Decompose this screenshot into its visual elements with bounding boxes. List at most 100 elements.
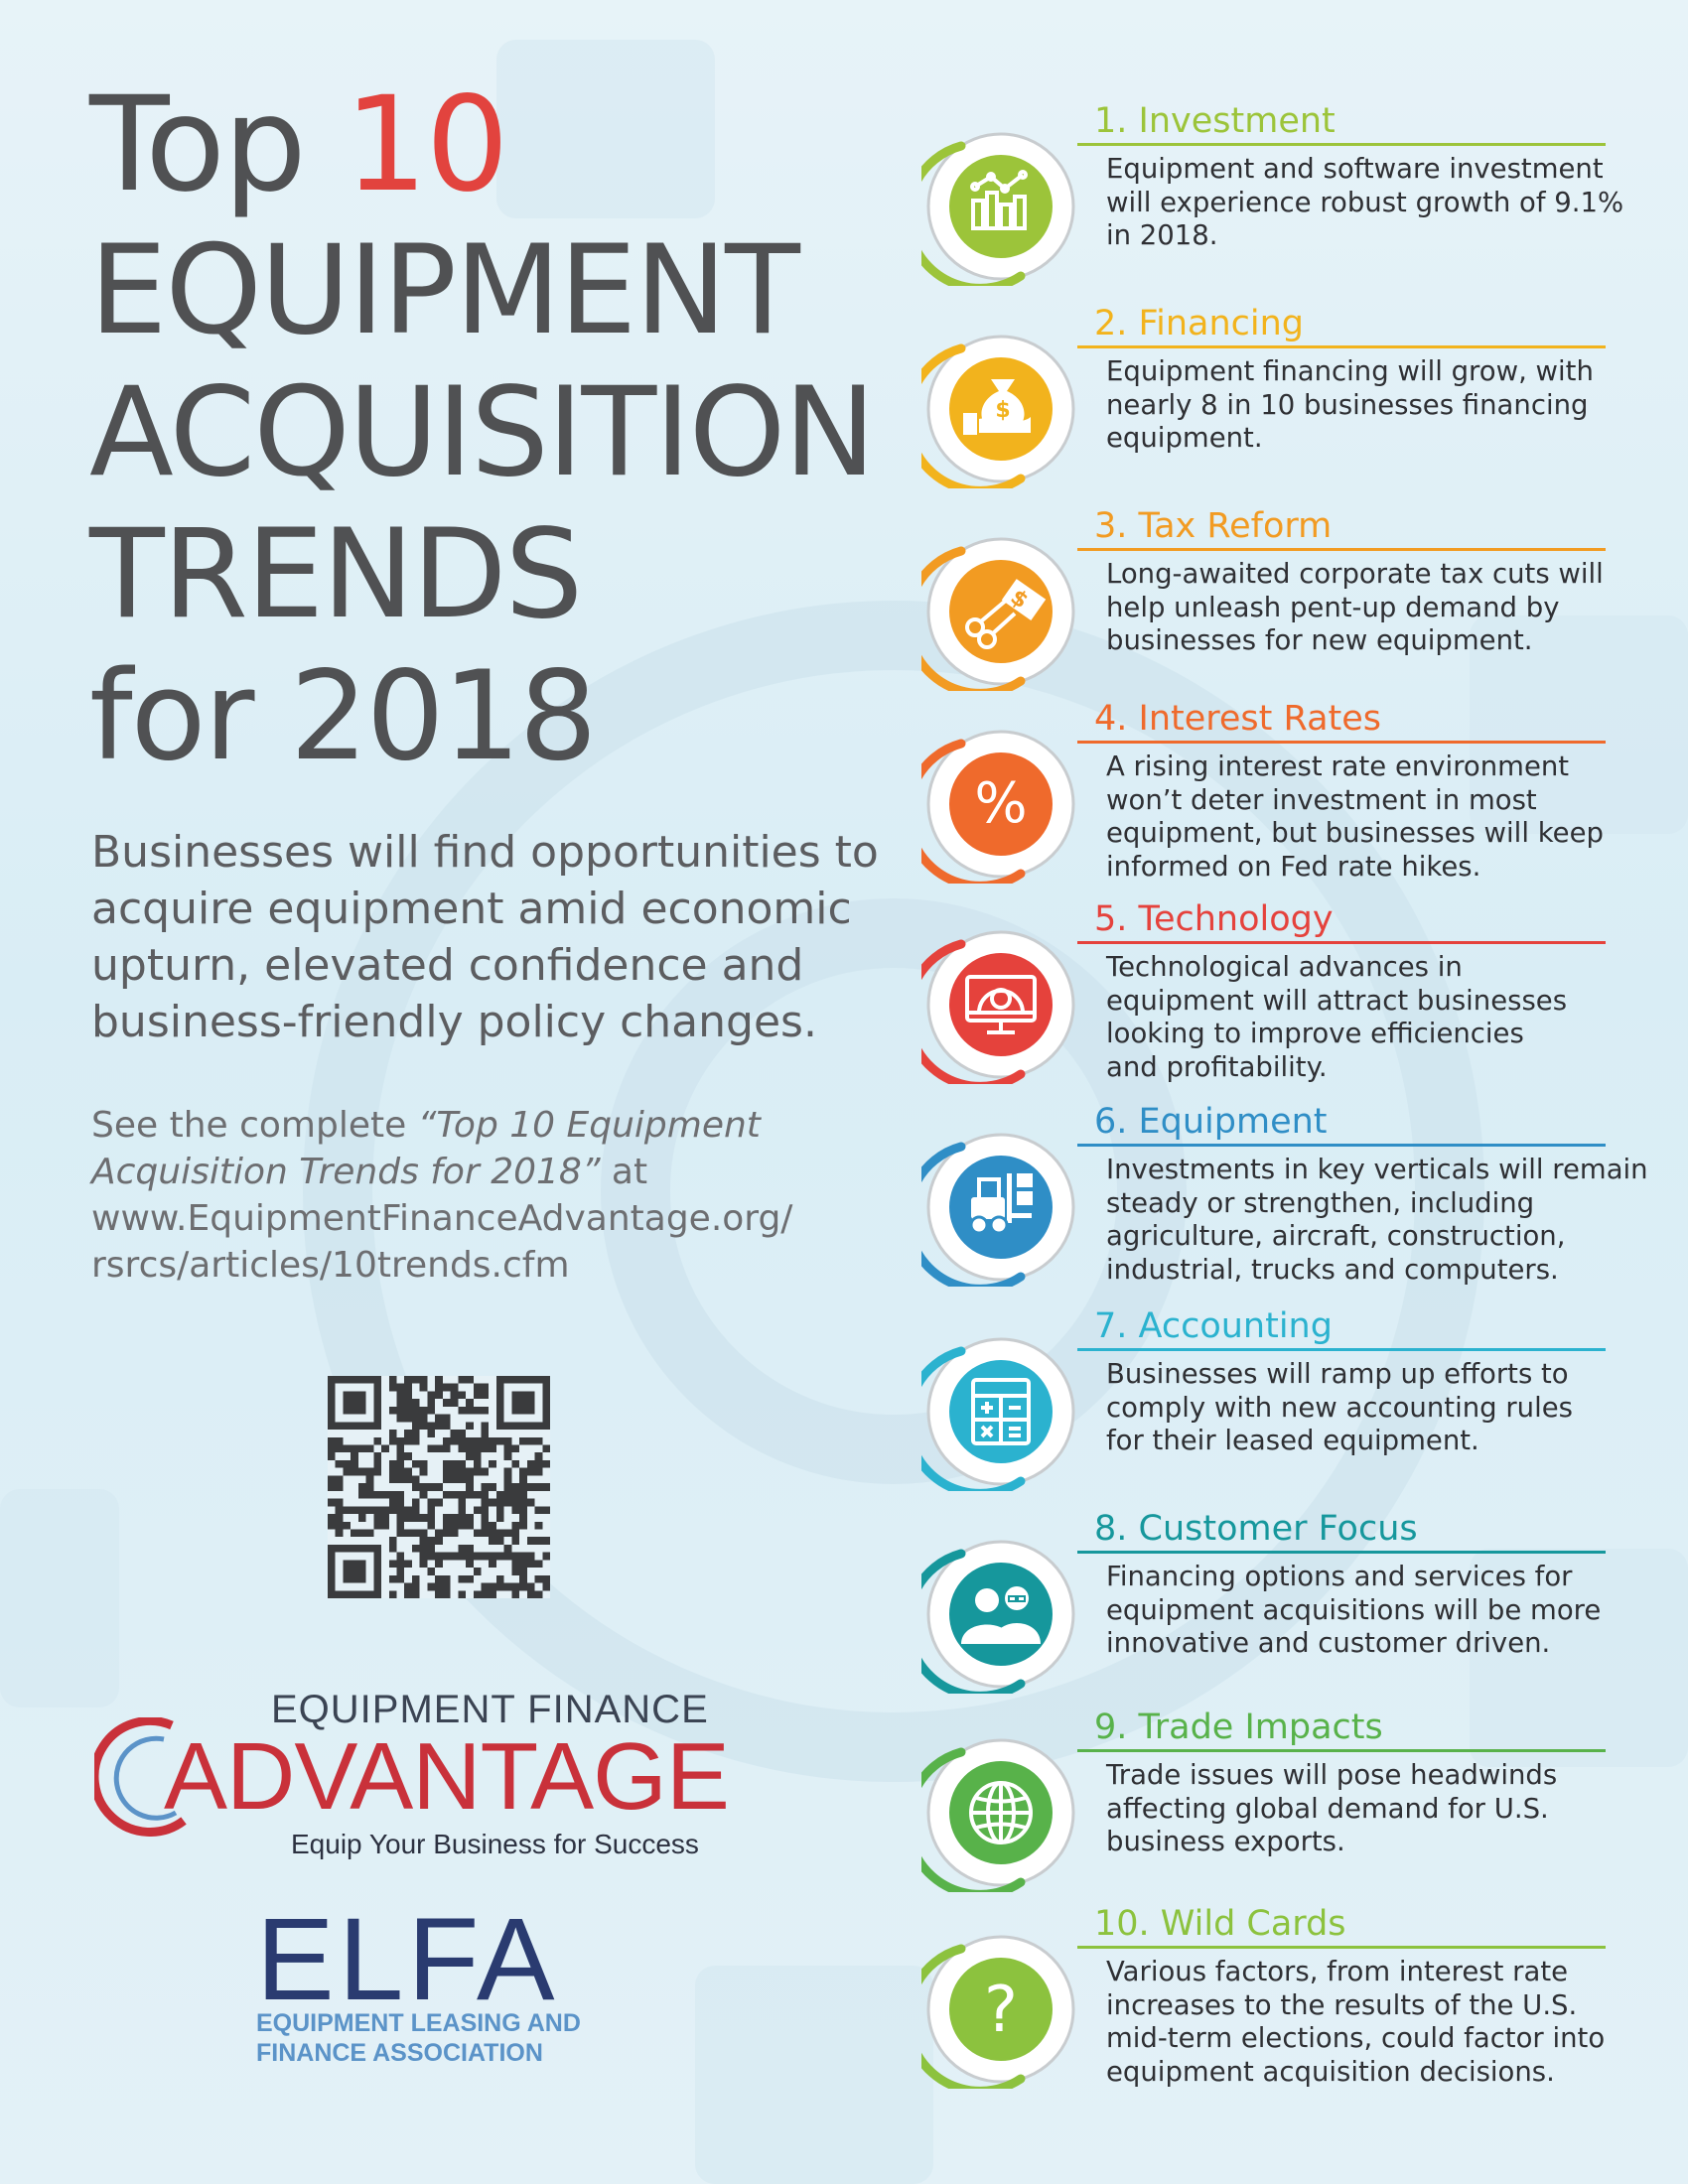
trend-description-line: industrial, trucks and computers. xyxy=(1106,1253,1559,1286)
reference-text: See the complete “Top 10 Equipment Acqui… xyxy=(91,1102,886,1289)
trend-description-line: will experience robust growth of 9.1% xyxy=(1106,186,1624,218)
trend-9-rule xyxy=(1077,1749,1606,1752)
title-number: 10 xyxy=(344,68,509,221)
trend-7-badge xyxy=(921,1337,1075,1491)
trend-2-title: 2. Financing xyxy=(1094,304,1305,343)
trend-4-rule xyxy=(1077,741,1606,744)
trend-item-8: 8. Customer Focus Financing options and s… xyxy=(0,1509,1688,1733)
svg-text:$: $ xyxy=(995,398,1010,423)
trend-description-line: equipment acquisitions will be more xyxy=(1106,1593,1602,1626)
intro-line: Businesses will find opportunities to xyxy=(91,827,879,878)
trend-description-line: Long-awaited corporate tax cuts will xyxy=(1106,558,1604,590)
globe-icon xyxy=(969,1781,1033,1844)
trend-description-line: Technological advances in xyxy=(1106,951,1463,983)
trend-description-line: equipment will attract businesses xyxy=(1106,984,1568,1017)
trend-2-description: Equipment financing will grow, with nearl… xyxy=(1106,355,1632,456)
trend-description-line: Investments in key verticals will remain xyxy=(1106,1154,1648,1185)
trend-description-line: equipment, but businesses will keep xyxy=(1106,817,1604,849)
trend-item-5: 5. Technology Technological advances in eq… xyxy=(0,899,1688,1124)
report-url-line2[interactable]: rsrcs/articles/10trends.cfm xyxy=(91,1245,570,1286)
trend-description-line: increases to the results of the U.S. xyxy=(1106,1988,1578,2021)
trend-description-line: looking to improve efficiencies xyxy=(1106,1018,1524,1049)
trend-description-line: businesses for new equipment. xyxy=(1106,624,1533,656)
percent-icon: % xyxy=(974,771,1027,836)
report-title-part2: Acquisition Trends for 2018” xyxy=(91,1152,601,1192)
title-line: ACQUISITION xyxy=(89,361,876,504)
trend-10-rule xyxy=(1077,1946,1606,1949)
people-icon xyxy=(961,1586,1041,1644)
intro-line: business-friendly policy changes. xyxy=(91,997,817,1047)
trend-8-description: Financing options and services for equipm… xyxy=(1106,1561,1632,1661)
trend-item-9: 9. Trade Impacts Trade issues will pose h… xyxy=(0,1707,1688,1932)
trend-3-rule xyxy=(1077,548,1606,551)
trend-1-badge xyxy=(921,132,1075,286)
question-mark-icon: ? xyxy=(984,1974,1018,2047)
trend-7-title: 7. Accounting xyxy=(1094,1306,1333,1346)
see-at: at xyxy=(600,1152,648,1192)
trend-description-line: in 2018. xyxy=(1106,219,1218,251)
calculator-icon xyxy=(971,1378,1031,1445)
trend-1-description: Equipment and software investment will ex… xyxy=(1106,153,1632,253)
title-line: for 2018 xyxy=(89,645,598,788)
qr-code[interactable] xyxy=(328,1376,550,1598)
trend-description-line: steady or strengthen, including xyxy=(1106,1186,1535,1219)
efa-logo-top-text: EQUIPMENT FINANCE xyxy=(271,1688,709,1731)
trend-item-6: 6. Equipment Investments in key verticals… xyxy=(0,1102,1688,1326)
title-line: EQUIPMENT xyxy=(89,219,800,362)
trend-3-description: Long-awaited corporate tax cuts will help… xyxy=(1106,558,1632,658)
see-prefix: See the complete xyxy=(91,1105,418,1146)
money-bag-icon: $ xyxy=(963,379,1031,435)
trend-10-description: Various factors, from interest rate incre… xyxy=(1106,1956,1632,2089)
bar-chart-icon xyxy=(970,170,1028,230)
trend-description-line: agriculture, aircraft, construction, xyxy=(1106,1220,1566,1252)
report-title-part1: “Top 10 Equipment xyxy=(417,1105,761,1146)
trend-5-description: Technological advances in equipment will … xyxy=(1106,951,1632,1084)
scissors-cut-dollar-icon: $ xyxy=(965,579,1047,649)
monitor-gear-icon xyxy=(965,975,1037,1034)
trend-8-badge xyxy=(921,1540,1075,1694)
trend-item-10: ? 10. Wild Cards Various factors, from int… xyxy=(0,1904,1688,2128)
trend-description-line: Various factors, from interest rate xyxy=(1106,1956,1569,1987)
forklift-icon xyxy=(969,1173,1033,1235)
trend-5-title: 5. Technology xyxy=(1094,899,1334,939)
trend-4-title: 4. Interest Rates xyxy=(1094,699,1382,739)
elfa-subtitle: EQUIPMENT LEASING AND FINANCE ASSOCIATIO… xyxy=(256,2008,581,2068)
elfa-wordmark: ELFA xyxy=(256,1894,559,2025)
trend-description-line: innovative and customer driven. xyxy=(1106,1627,1551,1659)
trend-3-title: 3. Tax Reform xyxy=(1094,506,1333,546)
page-title: Top 10 EQUIPMENT ACQUISITION TRENDS for … xyxy=(89,79,876,788)
trend-description-line: A rising interest rate environment xyxy=(1106,751,1570,782)
trend-description-line: for their leased equipment. xyxy=(1106,1425,1479,1456)
trend-description-line: nearly 8 in 10 businesses financing xyxy=(1106,388,1589,421)
trend-description-line: Equipment and software investment xyxy=(1106,153,1604,185)
trend-item-4: % 4. Interest Rates A rising interest rate… xyxy=(0,699,1688,923)
trend-10-title: 10. Wild Cards xyxy=(1094,1904,1346,1944)
trend-description-line: equipment. xyxy=(1106,422,1263,454)
trend-description-line: comply with new accounting rules xyxy=(1106,1391,1573,1424)
trend-9-title: 9. Trade Impacts xyxy=(1094,1707,1383,1747)
efa-logo-tagline: Equip Your Business for Success xyxy=(291,1829,699,1859)
intro-line: upturn, elevated confidence and xyxy=(91,940,804,991)
trend-6-description: Investments in key verticals will remain… xyxy=(1106,1154,1648,1287)
report-url-line1[interactable]: www.EquipmentFinanceAdvantage.org/ xyxy=(91,1198,793,1239)
trend-2-rule xyxy=(1077,345,1606,348)
trend-description-line: equipment acquisition decisions. xyxy=(1106,2055,1555,2088)
trend-5-badge xyxy=(921,930,1075,1084)
trend-7-rule xyxy=(1077,1348,1606,1351)
title-line: TRENDS xyxy=(89,503,583,646)
trend-6-rule xyxy=(1077,1144,1606,1147)
trend-5-rule xyxy=(1077,941,1606,944)
trend-description-line: Financing options and services for xyxy=(1106,1561,1573,1592)
efa-logo: EQUIPMENT FINANCE ADVANTAGE Equip Your B… xyxy=(94,1688,750,1876)
trend-2-badge: $ xyxy=(921,335,1075,488)
trend-8-rule xyxy=(1077,1551,1606,1554)
trend-8-title: 8. Customer Focus xyxy=(1094,1509,1418,1549)
trend-1-rule xyxy=(1077,143,1606,146)
trend-4-badge: % xyxy=(921,730,1075,884)
trend-10-badge: ? xyxy=(921,1935,1075,2089)
trend-1-title: 1. Investment xyxy=(1094,101,1336,141)
trend-item-3: $3. Tax Reform Long-awaited corporate tax… xyxy=(0,506,1688,731)
trend-description-line: help unleash pent-up demand by xyxy=(1106,591,1560,623)
title-line-top: Top 10 xyxy=(89,79,874,210)
